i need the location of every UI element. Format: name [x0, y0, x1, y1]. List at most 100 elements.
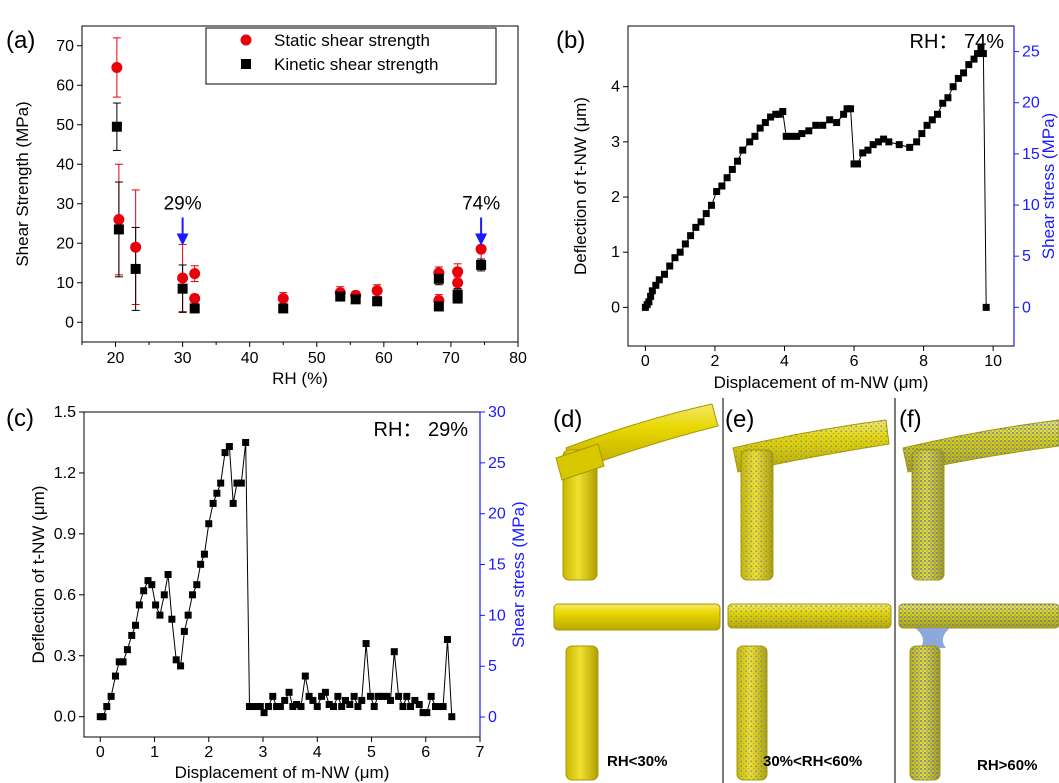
data-point	[253, 703, 261, 711]
data-point	[281, 696, 289, 704]
data-point	[225, 443, 233, 451]
data-point	[221, 449, 229, 457]
sim-e-caption: 30%<RH<60%	[763, 753, 862, 770]
data-point	[160, 591, 168, 599]
data-point	[718, 182, 726, 190]
data-point	[313, 703, 321, 711]
data-point	[99, 713, 107, 721]
data-point	[681, 240, 689, 248]
data-point	[289, 703, 297, 711]
data-point	[111, 672, 119, 680]
data-point	[697, 218, 705, 226]
data-line	[644, 47, 987, 308]
data-point	[128, 631, 136, 639]
data-point	[233, 479, 241, 487]
data-point	[269, 692, 277, 700]
chart-c-deflection-rh29: 0 1 2 3 4 5 6 7 0.0 0.3 0.6 0.9 1.2 1.5 0 5 10 15 20 25 30 Di…	[29, 404, 528, 782]
data-point	[362, 640, 370, 648]
y2-tick-label: 10	[1022, 197, 1040, 214]
y-tick-label-a: 0	[65, 314, 74, 331]
static-point	[452, 266, 464, 278]
data-point	[671, 254, 679, 262]
kinetic-point	[452, 293, 463, 304]
data-point	[734, 157, 742, 165]
data-point	[761, 119, 769, 127]
legend-marker-kinetic	[241, 59, 251, 69]
data-point	[148, 581, 156, 589]
rh-annotation: RH： 29%	[374, 419, 469, 441]
x-tick-label: 0	[96, 744, 105, 761]
data-point	[840, 110, 848, 118]
y-tick-label-a: 60	[56, 77, 74, 94]
y2-tick-label: 25	[1022, 44, 1040, 61]
data-point	[200, 550, 208, 558]
data-point	[285, 688, 293, 696]
sim-d-caption: RH<30%	[607, 753, 667, 770]
kinetic-point	[111, 121, 122, 132]
data-point	[666, 262, 674, 270]
data-point	[330, 703, 338, 711]
sim-f-crossed-nanowires: RH>60%	[898, 419, 1059, 781]
y-tick-label: 0.3	[54, 648, 76, 665]
data-point	[847, 105, 855, 113]
data-point	[135, 601, 143, 609]
data-point	[358, 696, 366, 704]
data-point	[944, 94, 952, 102]
sim-f-caption: RH>60%	[977, 757, 1037, 774]
data-point	[826, 116, 834, 124]
data-point	[661, 270, 669, 278]
data-point	[123, 646, 131, 654]
y2-axis-title: Shear stress (MPa)	[1039, 113, 1058, 259]
static-point	[189, 268, 201, 280]
static-point	[475, 243, 487, 255]
data-point	[411, 696, 419, 704]
x-axis-title: Displacement of m-NW (μm)	[714, 373, 929, 392]
data-point	[692, 223, 700, 231]
chart-b-deflection-rh74: 0 2 4 6 8 10 0 1 2 3 4 0 5 10 15 20 25 Displacement of m-…	[571, 25, 1058, 392]
annotation-arrow-head	[176, 233, 189, 246]
data-point	[954, 74, 962, 82]
data-point	[217, 479, 225, 487]
kinetic-point	[372, 296, 383, 307]
data-point	[977, 44, 985, 52]
data-point	[443, 636, 451, 643]
data-point	[885, 138, 893, 146]
data-point	[119, 658, 127, 666]
data-point	[895, 141, 903, 149]
data-point	[767, 113, 775, 121]
data-point	[645, 298, 653, 306]
annotation-0: 29%	[164, 194, 202, 215]
data-point	[378, 692, 386, 700]
x-tick-label: 0	[641, 353, 650, 370]
data-point	[334, 692, 342, 700]
y-tick-label: 4	[611, 79, 620, 96]
data-point	[395, 692, 403, 700]
data-point	[939, 99, 947, 107]
y2-tick-label: 0	[488, 709, 497, 726]
y2-tick-label: 15	[1022, 146, 1040, 163]
static-point	[111, 61, 123, 73]
y2-tick-label: 15	[488, 557, 506, 574]
kinetic-point	[476, 259, 487, 270]
y-tick-label-a: 10	[56, 275, 74, 292]
panel-label-f: (f)	[899, 406, 922, 433]
x-tick-label: 4	[780, 353, 789, 370]
data-point	[687, 232, 695, 240]
data-point	[854, 160, 862, 168]
y-tick-label-a: 40	[56, 156, 74, 173]
y-tick-label: 2	[611, 189, 620, 206]
data-point	[168, 615, 176, 623]
data-point	[869, 141, 877, 149]
data-point	[354, 703, 362, 711]
data-point	[805, 127, 813, 135]
data-point	[193, 581, 201, 589]
sim-d-crossed-nanowires: RH<30%	[553, 403, 721, 781]
data-point	[260, 709, 268, 717]
data-point	[419, 709, 427, 717]
data-point	[859, 149, 867, 157]
data-point	[318, 692, 326, 700]
data-point	[107, 692, 115, 700]
y-tick-label-a: 50	[56, 117, 74, 134]
data-point	[338, 703, 346, 711]
